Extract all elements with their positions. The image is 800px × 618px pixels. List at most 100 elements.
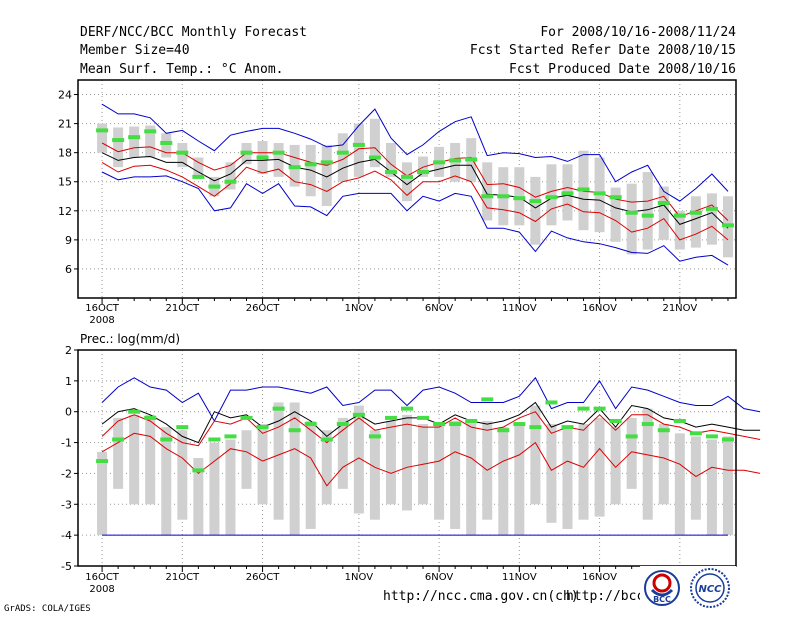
p1-ensemble-box xyxy=(482,162,493,221)
p1-x-tick-label: 21OCT xyxy=(165,303,200,314)
p2-ensemble-box xyxy=(225,439,236,536)
p1-ensemble-box xyxy=(642,172,653,250)
p2-marker xyxy=(304,422,317,427)
p2-marker xyxy=(384,415,397,420)
p2-y-tick-label: 2 xyxy=(65,344,72,357)
p2-upper-line xyxy=(101,411,761,447)
p2-ensemble-box xyxy=(289,402,300,536)
p2-ensemble-box xyxy=(177,430,188,520)
p2-x-year-label: 2008 xyxy=(89,584,114,595)
p2-marker xyxy=(256,425,269,430)
p2-ensemble-box xyxy=(546,424,557,523)
p1-marker xyxy=(561,191,574,196)
p2-ensemble-box xyxy=(562,427,573,529)
p1-marker xyxy=(433,160,446,165)
p2-marker xyxy=(368,434,381,439)
p2-marker xyxy=(721,437,734,442)
p2-marker xyxy=(417,415,430,420)
p1-marker xyxy=(449,158,462,163)
ncc-logo: NCC xyxy=(690,568,730,608)
p2-y-tick-label: -5 xyxy=(61,560,72,573)
p2-marker xyxy=(288,428,301,433)
p1-marker xyxy=(128,135,141,140)
p1-ensemble-box xyxy=(113,127,124,168)
p2-ensemble-box xyxy=(658,424,669,505)
p1-marker xyxy=(513,196,526,201)
p2-x-tick-label: 26OCT xyxy=(246,572,281,583)
p2-marker xyxy=(449,422,462,427)
p2-ensemble-box xyxy=(530,405,541,505)
p1-marker xyxy=(288,165,301,170)
p1-ensemble-box xyxy=(177,142,188,168)
p1-marker xyxy=(465,157,478,162)
p1-min-line xyxy=(101,171,729,266)
p1-ensemble-box xyxy=(353,123,364,177)
p2-marker xyxy=(433,422,446,427)
forecast-period: For 2008/10/16-2008/11/24 xyxy=(540,25,736,40)
p1-ensemble-box xyxy=(337,133,348,182)
variable-label: Mean Surf. Temp.: °C Anom. xyxy=(80,62,284,77)
p2-ensemble-box xyxy=(337,417,348,489)
p2-marker xyxy=(689,431,702,436)
p1-ensemble-box xyxy=(145,125,156,158)
p1-ensemble-box xyxy=(193,157,204,177)
p2-x-tick-label: 1NOV xyxy=(345,572,374,583)
p2-ensemble-box xyxy=(321,430,332,505)
p1-marker xyxy=(545,195,558,200)
p1-ensemble-box xyxy=(658,186,669,240)
p1-ensemble-box xyxy=(626,183,637,255)
p2-ensemble-box xyxy=(450,420,461,529)
p2-max-line xyxy=(101,376,761,423)
p2-y-tick-label: -2 xyxy=(61,467,72,480)
p1-ensemble-box xyxy=(385,142,396,177)
p1-marker xyxy=(481,194,494,199)
p1-marker xyxy=(721,223,734,228)
p2-marker xyxy=(208,437,221,442)
p2-ensemble-box xyxy=(129,414,140,505)
p1-marker xyxy=(657,201,670,206)
ncc-url-link[interactable]: http://ncc.cma.gov.cn(ch) xyxy=(383,589,579,604)
p1-marker xyxy=(96,128,109,133)
p1-marker xyxy=(384,170,397,175)
p1-ensemble-box xyxy=(610,187,621,242)
p2-x-tick-label: 11NOV xyxy=(502,572,537,583)
p2-ensemble-box xyxy=(706,439,717,536)
p1-marker xyxy=(417,170,430,175)
p1-marker xyxy=(144,129,157,134)
p1-max-line xyxy=(101,103,729,202)
p1-marker xyxy=(224,179,237,184)
p1-ensemble-box xyxy=(690,196,701,248)
p1-mean-line xyxy=(101,152,729,229)
p1-marker xyxy=(625,210,638,215)
p2-ensemble-box xyxy=(402,414,412,511)
logos: BCC NCC xyxy=(640,566,736,614)
p1-marker xyxy=(497,194,510,199)
p2-ensemble-box xyxy=(209,442,220,536)
p1-marker xyxy=(256,155,269,160)
p2-marker xyxy=(673,418,686,423)
p2-ensemble-box xyxy=(578,424,589,520)
member-size-label: Member Size=40 xyxy=(80,43,190,58)
p2-marker xyxy=(609,418,622,423)
p2-marker xyxy=(465,418,478,423)
p1-marker xyxy=(320,160,333,165)
p1-ensemble-box xyxy=(225,162,236,190)
p2-ensemble-box xyxy=(626,417,637,489)
p1-marker xyxy=(176,150,189,155)
p1-ensemble-box xyxy=(402,162,412,202)
p1-marker xyxy=(272,150,285,155)
p2-ensemble-box xyxy=(113,417,124,489)
p1-y-tick-label: 12 xyxy=(58,205,72,218)
p1-marker xyxy=(368,155,381,160)
p2-ensemble-box xyxy=(594,417,605,517)
p2-marker xyxy=(144,415,157,420)
p1-y-tick-label: 24 xyxy=(58,89,72,102)
p1-marker xyxy=(352,142,365,147)
p1-y-tick-label: 15 xyxy=(58,176,72,189)
p2-x-tick-label: 6NOV xyxy=(425,572,454,583)
p1-y-tick-label: 21 xyxy=(58,118,72,131)
p2-x-tick-label: 16OCT xyxy=(85,572,120,583)
p2-marker xyxy=(497,428,510,433)
p2-y-tick-label: 1 xyxy=(65,375,72,388)
p2-lower-line xyxy=(101,432,761,487)
